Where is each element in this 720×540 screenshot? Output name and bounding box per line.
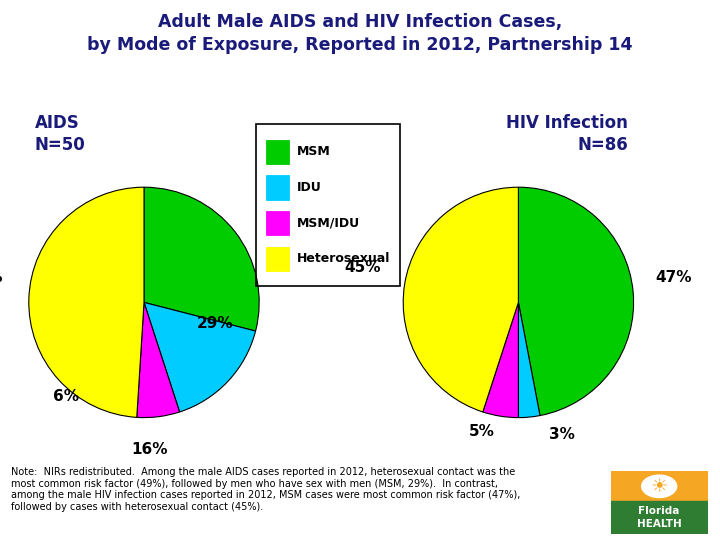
Wedge shape	[29, 187, 144, 417]
Text: 29%: 29%	[197, 316, 234, 330]
Text: 47%: 47%	[656, 269, 692, 285]
Text: 45%: 45%	[345, 260, 381, 275]
Text: 5%: 5%	[469, 424, 495, 439]
Text: 6%: 6%	[53, 389, 78, 404]
Wedge shape	[518, 302, 540, 417]
Text: MSM/IDU: MSM/IDU	[297, 217, 361, 230]
Wedge shape	[403, 187, 518, 412]
Bar	[266, 139, 289, 164]
Text: ☀: ☀	[650, 477, 668, 496]
Text: Florida: Florida	[639, 506, 680, 516]
Text: Note:  NIRs redistributed.  Among the male AIDS cases reported in 2012, heterose: Note: NIRs redistributed. Among the male…	[11, 467, 520, 512]
Text: 16%: 16%	[132, 442, 168, 457]
Text: IDU: IDU	[297, 181, 322, 194]
Wedge shape	[483, 302, 518, 417]
Wedge shape	[144, 187, 259, 331]
Text: HEALTH: HEALTH	[636, 518, 682, 529]
Text: AIDS
N=50: AIDS N=50	[35, 114, 85, 154]
Wedge shape	[137, 302, 179, 417]
Wedge shape	[144, 302, 256, 412]
Bar	[266, 211, 289, 235]
Bar	[266, 246, 289, 271]
Bar	[611, 471, 708, 501]
Text: 3%: 3%	[549, 427, 575, 442]
Text: MSM: MSM	[297, 145, 331, 158]
Text: HIV Infection
N=86: HIV Infection N=86	[506, 114, 628, 154]
Text: Adult Male AIDS and HIV Infection Cases,
by Mode of Exposure, Reported in 2012, : Adult Male AIDS and HIV Infection Cases,…	[87, 14, 633, 55]
Bar	[266, 175, 289, 199]
Circle shape	[642, 475, 677, 497]
Bar	[611, 501, 708, 534]
Text: 49%: 49%	[0, 269, 4, 285]
Wedge shape	[518, 187, 634, 416]
Text: Heterosexual: Heterosexual	[297, 252, 391, 265]
